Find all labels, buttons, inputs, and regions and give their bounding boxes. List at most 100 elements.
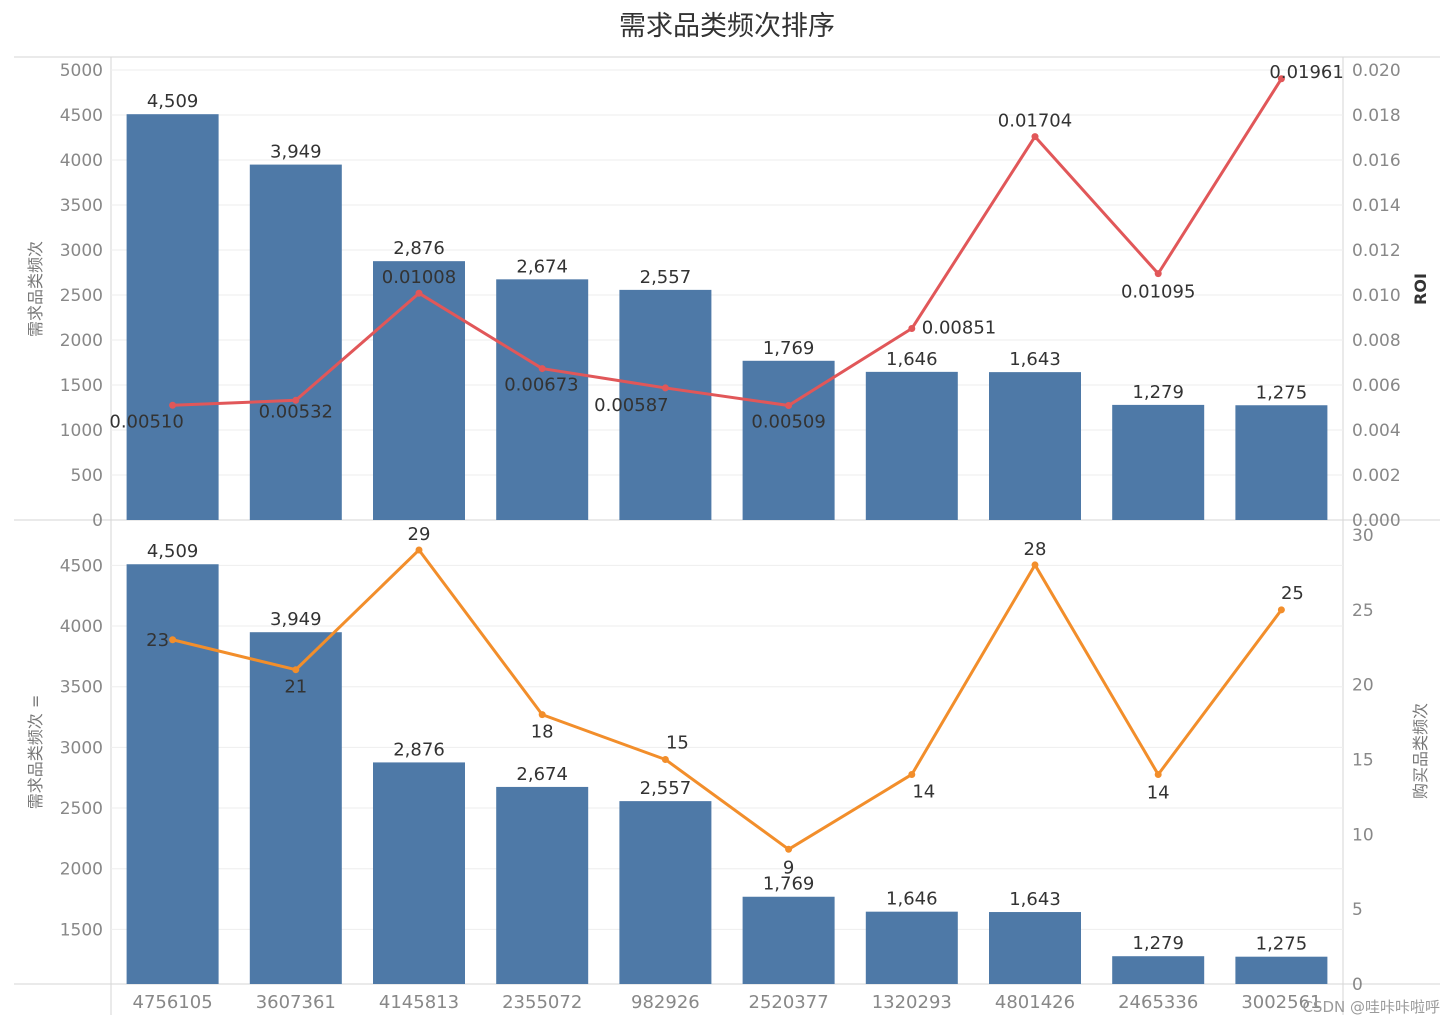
bar-value-label: 1,646	[886, 889, 938, 910]
bar	[249, 632, 342, 984]
x-tick-label: 2465336	[1118, 992, 1198, 1013]
y2-tick-label: 0	[1352, 975, 1363, 995]
line-value-label: 9	[783, 857, 794, 878]
series-line	[172, 548, 1283, 851]
y-tick-label: 4500	[60, 106, 103, 126]
y2-tick-label: 0.006	[1352, 376, 1401, 396]
bar	[126, 114, 219, 520]
bar-value-label: 1,769	[763, 874, 815, 895]
line-point	[1154, 770, 1162, 778]
y2-tick-label: 30	[1352, 526, 1374, 546]
bar-value-label: 1,275	[1256, 382, 1308, 403]
y2-tick-label: 0.014	[1352, 196, 1401, 216]
bar	[373, 762, 465, 984]
bar	[249, 164, 342, 520]
y-tick-label: 2500	[60, 799, 103, 819]
y-tick-label: 5000	[60, 61, 103, 81]
y2-tick-label: 0.004	[1352, 421, 1401, 441]
line-value-label: 28	[1024, 539, 1047, 560]
bar	[865, 911, 958, 984]
y2-tick-label: 0.008	[1352, 331, 1401, 351]
line-point	[908, 770, 916, 778]
line-point	[169, 636, 177, 644]
line-point	[538, 711, 546, 719]
line-point	[538, 365, 546, 373]
line-point	[292, 666, 300, 674]
line-point	[661, 384, 669, 392]
x-tick-label: 2520377	[749, 992, 829, 1013]
bar	[496, 786, 589, 984]
y-tick-label: 2500	[60, 286, 103, 306]
x-tick-label: 3002561	[1241, 992, 1321, 1013]
bar	[373, 261, 465, 520]
line-point	[785, 845, 793, 853]
line-value-label: 0.01704	[998, 111, 1072, 132]
chart-title: 需求品类频次排序	[619, 11, 835, 42]
bar-value-label: 1,646	[886, 349, 938, 370]
bar-value-label: 1,279	[1132, 382, 1184, 403]
bar-value-label: 3,949	[270, 609, 322, 630]
series-line	[172, 77, 1283, 407]
x-tick-label: 1320293	[872, 992, 952, 1013]
y-tick-label: 3500	[60, 196, 103, 216]
line-point	[1154, 270, 1162, 278]
y2-tick-label: 20	[1352, 676, 1374, 696]
y-tick-label: 2000	[60, 331, 103, 351]
y-tick-label: 1000	[60, 421, 103, 441]
bar	[742, 896, 835, 984]
line-point	[1031, 561, 1039, 569]
y2-tick-label: 0.000	[1352, 511, 1401, 531]
line-value-label: 25	[1281, 583, 1304, 604]
x-tick-label: 4801426	[995, 992, 1075, 1013]
y-tick-label: 1500	[60, 920, 103, 940]
line-value-label: 14	[1147, 782, 1170, 803]
line-value-label: 0.00532	[259, 401, 333, 422]
x-tick-label: 4756105	[133, 992, 213, 1013]
line-point	[785, 401, 793, 409]
y2-tick-label: 0.002	[1352, 466, 1401, 486]
line-value-label: 23	[146, 630, 169, 651]
bar-value-label: 2,876	[393, 238, 445, 259]
line-point	[169, 401, 177, 409]
bar	[1112, 956, 1205, 984]
bar-value-label: 2,557	[640, 778, 692, 799]
bar	[989, 912, 1081, 984]
bar	[1235, 405, 1328, 520]
line-point	[415, 546, 423, 554]
bar-value-label: 1,643	[1009, 889, 1061, 910]
y-tick-label: 2000	[60, 860, 103, 880]
y2-tick-label: 10	[1352, 825, 1374, 845]
bar	[619, 289, 712, 520]
x-tick-label: 982926	[631, 992, 700, 1013]
y2-tick-label: 15	[1352, 751, 1374, 771]
line-value-label: 29	[408, 524, 431, 545]
y2-tick-label: 5	[1352, 900, 1363, 920]
y2-tick-label: 0.010	[1352, 286, 1401, 306]
y2-axis-title: 购买品类频次	[1411, 703, 1430, 799]
bar-value-label: 1,279	[1132, 933, 1184, 954]
y-tick-label: 4000	[60, 617, 103, 637]
bar	[619, 801, 712, 984]
line-value-label: 0.00673	[504, 375, 578, 396]
bar-value-label: 2,674	[516, 256, 568, 277]
y2-tick-label: 0.012	[1352, 241, 1401, 261]
y-tick-label: 4500	[60, 556, 103, 576]
line-value-label: 14	[912, 781, 935, 802]
y-tick-label: 3000	[60, 241, 103, 261]
bar-value-label: 2,557	[640, 267, 692, 288]
line-value-label: 0.00509	[751, 411, 825, 432]
y-tick-label: 0	[92, 511, 103, 531]
line-point	[1031, 133, 1039, 141]
line-point	[292, 396, 300, 404]
y-tick-label: 4000	[60, 151, 103, 171]
bar-value-label: 1,769	[763, 338, 815, 359]
x-tick-label: 4145813	[379, 992, 459, 1013]
line-point	[908, 325, 916, 333]
x-tick-label: 2355072	[502, 992, 582, 1013]
bar	[1112, 404, 1205, 520]
bar	[126, 564, 219, 984]
y-tick-label: 3000	[60, 738, 103, 758]
bar-value-label: 2,876	[393, 739, 445, 760]
bar-value-label: 2,674	[516, 764, 568, 785]
